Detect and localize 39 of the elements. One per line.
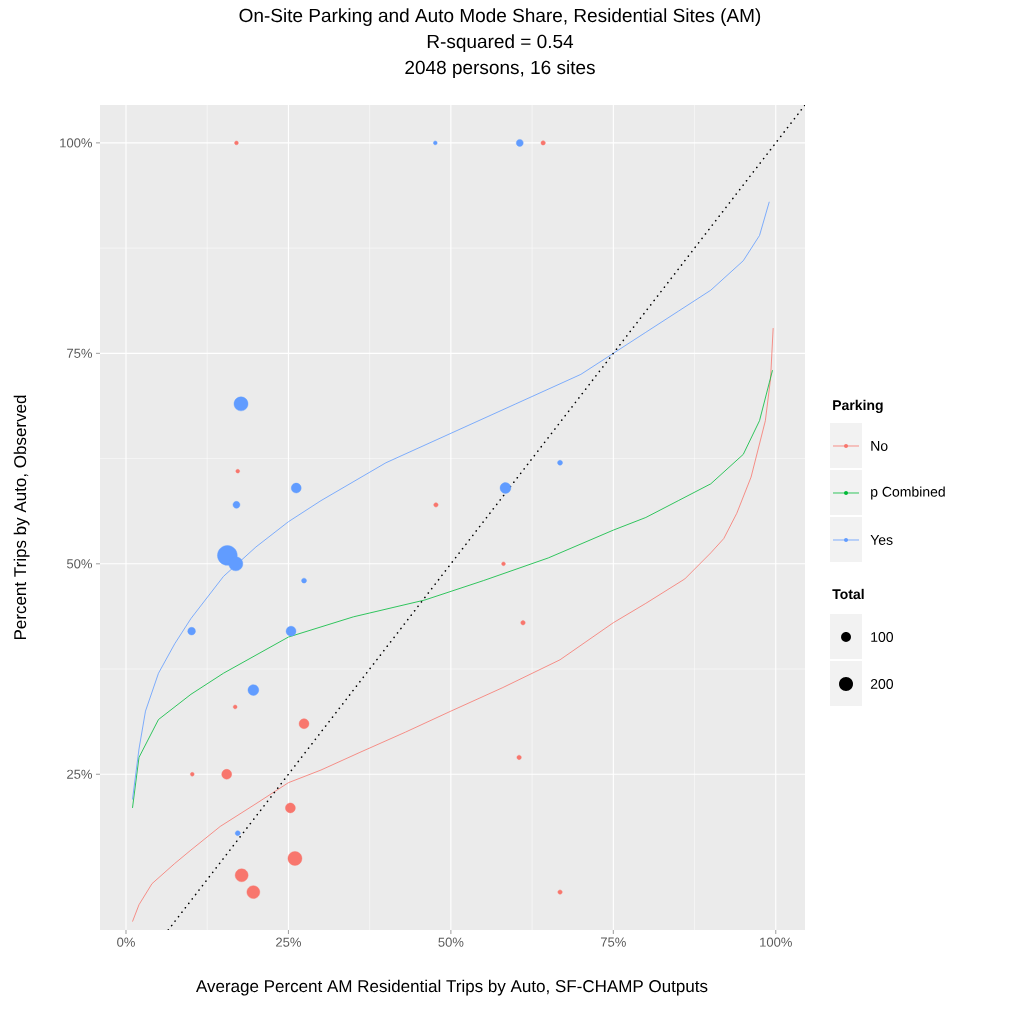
point: [190, 772, 195, 777]
legend-title: Parking: [833, 399, 883, 413]
x-tick-label: 100%: [760, 937, 792, 947]
y-tick-label: 50%: [66, 559, 93, 569]
point: [501, 561, 506, 566]
text: Total: [832, 588, 864, 600]
point: [557, 889, 563, 895]
point: [291, 482, 302, 494]
x-tick-label: 0%: [117, 937, 135, 947]
point: [233, 704, 238, 710]
text: 2048 persons, 16 sites: [405, 60, 595, 78]
point: [516, 755, 522, 760]
x-tick-label: 25%: [276, 937, 301, 947]
point: [516, 139, 524, 147]
point: [235, 469, 240, 474]
legend-label: Yes: [870, 535, 893, 545]
legend-label: 200: [870, 679, 894, 689]
point: [232, 501, 241, 509]
legend-label: No: [871, 441, 888, 451]
chart-title: On-Site Parking and Auto Mode Share, Residential Sites (AM): [239, 8, 761, 26]
line-series: [132, 327, 774, 922]
legend-label: 100: [871, 632, 894, 642]
x-tick-label: 75%: [600, 937, 626, 947]
point: [540, 140, 546, 146]
point: [433, 502, 439, 508]
y-tick-label: 75%: [67, 348, 93, 358]
point: [187, 627, 196, 636]
point: [285, 625, 297, 637]
y-tick-label: 100%: [60, 138, 93, 148]
y-tick-label: 25%: [67, 769, 93, 779]
line-series: [132, 369, 773, 809]
x-axis-title: Average Percent AM Residential Trips by Auto, SF-CHAMP Outputs: [195, 979, 708, 996]
chart-subtitle: R-squared = 0.54: [427, 34, 574, 52]
point: [234, 140, 239, 145]
point: [247, 684, 259, 696]
point: [520, 620, 526, 626]
x-tick-label: 50%: [438, 937, 464, 947]
y-axis-title: Percent Trips by Auto, Observed: [13, 395, 30, 640]
legend-label: p Combined: [871, 486, 945, 500]
